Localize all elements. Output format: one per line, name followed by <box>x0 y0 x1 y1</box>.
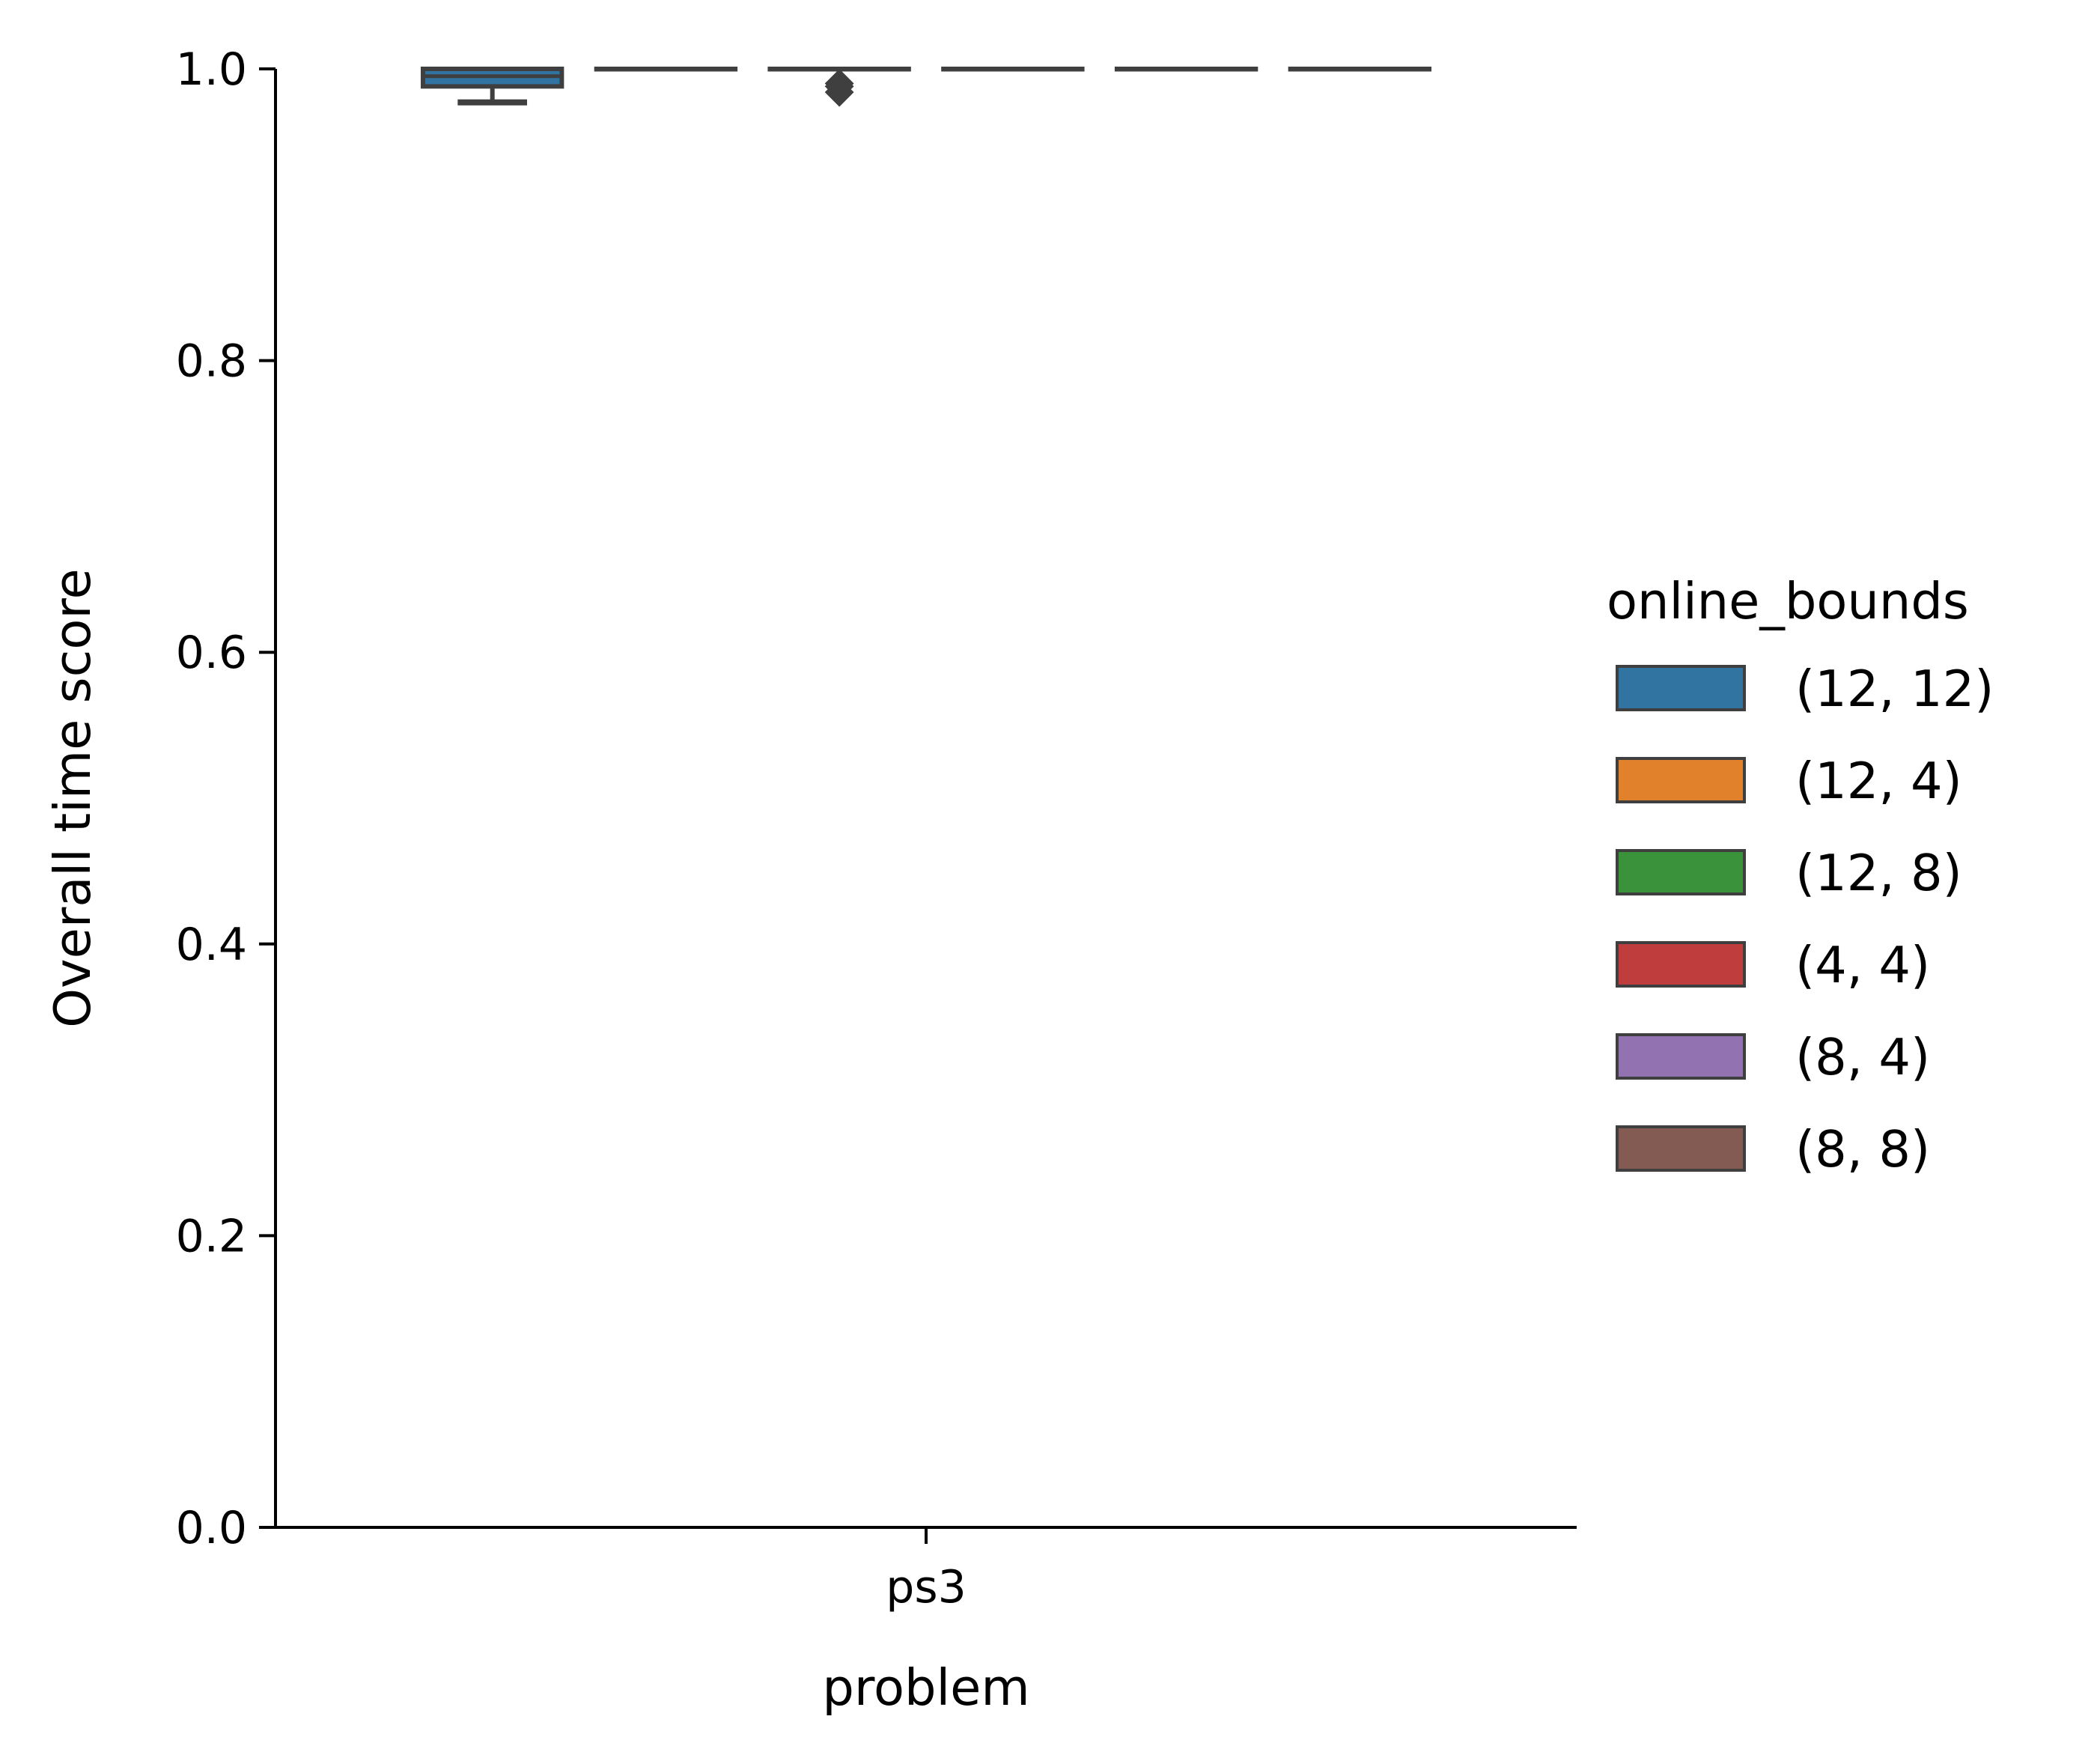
legend-item-label: (12, 12) <box>1795 660 1994 718</box>
y-tick-label: 0.6 <box>176 627 247 679</box>
axes <box>274 69 1577 1529</box>
y-ticks: 0.0 0.2 0.4 0.6 0.8 1.0 <box>176 43 276 1554</box>
x-ticks: ps3 <box>886 1527 967 1613</box>
legend-swatch <box>1616 1033 1746 1080</box>
legend-entries: (12, 12) (12, 4) (12, 8) (4, 4) (8, 4) (8, 8) <box>1616 660 1994 1178</box>
box-plot-group <box>420 67 1432 107</box>
legend-item-label: (4, 4) <box>1795 936 1930 994</box>
legend-item-label: (8, 8) <box>1795 1120 1930 1178</box>
legend-swatch <box>1616 941 1746 988</box>
legend-title: online_bounds <box>1607 572 1969 630</box>
y-axis-label: Overall time score <box>43 568 102 1027</box>
outlier-point <box>824 69 854 98</box>
legend-item-label: (8, 4) <box>1795 1028 1930 1086</box>
legend-item-label: (12, 4) <box>1795 752 1962 810</box>
legend-item-label: (12, 8) <box>1795 844 1962 902</box>
legend-swatch <box>1616 849 1746 895</box>
y-tick-label: 1.0 <box>176 43 247 96</box>
legend: online_bounds (12, 12) (12, 4) (12, 8) (4, … <box>1607 572 1994 1178</box>
x-tick-label: ps3 <box>886 1561 967 1613</box>
legend-swatch <box>1616 757 1746 803</box>
y-tick-label: 0.4 <box>176 919 247 971</box>
legend-swatch <box>1616 1125 1746 1172</box>
y-tick-label: 0.8 <box>176 335 247 388</box>
y-tick-label: 0.0 <box>176 1502 247 1554</box>
y-tick-label: 0.2 <box>176 1210 247 1262</box>
legend-swatch <box>1616 665 1746 711</box>
x-axis-label: problem <box>822 1658 1029 1717</box>
